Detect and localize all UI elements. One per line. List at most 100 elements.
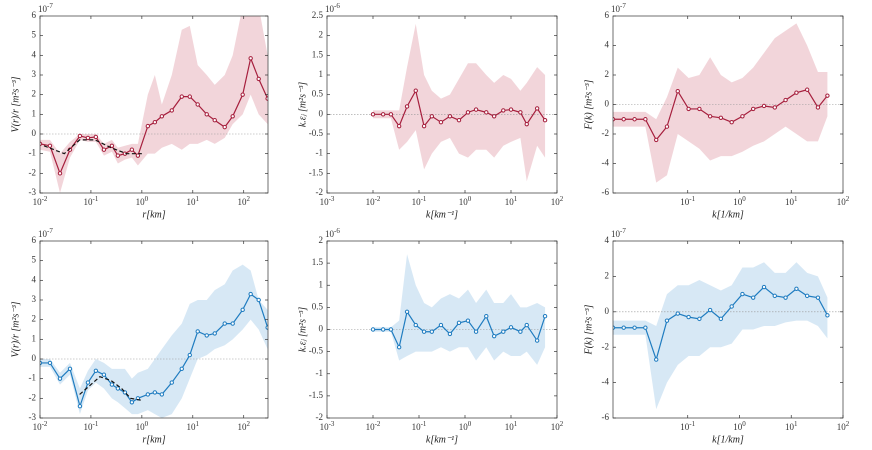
point xyxy=(370,327,376,332)
point xyxy=(93,134,99,140)
point xyxy=(115,386,121,391)
x-tick-label: 102 xyxy=(237,195,250,207)
x-tick-label: 10-2 xyxy=(33,195,48,207)
point xyxy=(179,366,184,372)
point xyxy=(429,329,435,334)
point xyxy=(783,97,788,103)
y-tick-label: 1 xyxy=(32,108,37,118)
x-tick-base: 10 xyxy=(187,197,197,207)
point xyxy=(85,380,91,385)
point xyxy=(370,112,376,117)
point xyxy=(524,121,529,127)
point xyxy=(484,314,489,319)
plot-area xyxy=(40,16,268,193)
scale-exp: -6 xyxy=(334,2,340,10)
scale-label: 10-7 xyxy=(611,227,626,239)
point xyxy=(404,309,410,314)
x-tick-exp: 2 xyxy=(560,420,564,428)
y-axis-label: V(r)/r [m²s⁻³] xyxy=(10,301,21,357)
point xyxy=(697,106,702,112)
y-tick-label: -6 xyxy=(602,187,610,197)
x-tick-base: 10 xyxy=(837,197,847,207)
point xyxy=(465,110,471,115)
y-tick-label: 0 xyxy=(32,353,37,363)
y-tick-label: 4 xyxy=(605,235,610,245)
x-tick-exp: 2 xyxy=(560,195,564,203)
y-tick-label: 5 xyxy=(32,255,37,265)
y-tick-label: -2 xyxy=(316,412,324,422)
x-tick-base: 10 xyxy=(366,197,376,207)
x-tick-label: 10-2 xyxy=(366,195,381,207)
point xyxy=(697,316,702,322)
x-tick-exp: 1 xyxy=(196,195,200,203)
point xyxy=(729,120,734,125)
y-tick-label: 0 xyxy=(319,324,324,334)
point xyxy=(815,105,821,110)
y-axis-label: k.εⱼ [m²s⁻³] xyxy=(297,307,308,352)
point xyxy=(772,105,777,110)
point xyxy=(815,295,821,300)
y-tick-label: 1 xyxy=(32,333,37,343)
point xyxy=(256,297,261,303)
point xyxy=(740,114,745,119)
point xyxy=(473,107,479,112)
point xyxy=(93,368,99,373)
x-tick-base: 10 xyxy=(785,197,795,207)
scale-base: 10 xyxy=(611,229,621,239)
y-tick-label: 4 xyxy=(605,40,610,50)
scale-exp: -7 xyxy=(47,227,53,235)
point xyxy=(718,115,724,120)
y-tick-label: 4 xyxy=(32,274,37,284)
point xyxy=(40,360,43,366)
x-axis-label: k[1/km] xyxy=(712,209,744,220)
point xyxy=(473,329,479,334)
scale-label: 10-7 xyxy=(38,227,53,239)
y-tick-label: 3 xyxy=(32,69,37,79)
plot-area xyxy=(327,23,557,182)
point xyxy=(447,114,453,119)
point xyxy=(518,329,523,334)
x-tick-label: 100 xyxy=(136,420,149,432)
x-tick-exp: 0 xyxy=(468,420,472,428)
x-tick-base: 10 xyxy=(136,197,146,207)
point xyxy=(129,400,135,405)
y-tick-label: 2 xyxy=(319,30,324,40)
x-tick-exp: -1 xyxy=(93,195,99,203)
point xyxy=(508,325,514,330)
y-tick-label: -1 xyxy=(316,368,324,378)
point xyxy=(179,94,184,99)
series-line xyxy=(40,293,268,409)
scale-exp: -7 xyxy=(620,227,626,235)
point xyxy=(707,307,713,313)
y-tick-label: -1 xyxy=(29,373,37,383)
y-tick-label: 0 xyxy=(319,108,324,118)
x-tick-base: 10 xyxy=(136,422,146,432)
point xyxy=(643,325,648,330)
x-tick-base: 10 xyxy=(785,422,795,432)
y-tick-label: 0.5 xyxy=(312,89,324,99)
x-tick-exp: -1 xyxy=(689,420,695,428)
y-tick-label: -1 xyxy=(29,148,37,158)
point xyxy=(396,123,402,129)
scale-base: 10 xyxy=(38,4,48,14)
x-tick-label: 10-2 xyxy=(366,420,381,432)
point xyxy=(491,114,497,119)
x-tick-base: 10 xyxy=(412,422,422,432)
y-tick-label: 0 xyxy=(605,306,610,316)
x-tick-label: 10-1 xyxy=(412,195,427,207)
point xyxy=(438,322,444,328)
point xyxy=(761,103,767,109)
scale-label: 10-6 xyxy=(325,2,340,14)
x-axis-label: r[km] xyxy=(142,209,165,220)
axes-box xyxy=(612,240,844,419)
x-tick-base: 10 xyxy=(412,197,422,207)
x-tick-exp: -2 xyxy=(375,420,381,428)
axes-box xyxy=(326,15,558,194)
y-tick-label: 2.5 xyxy=(312,10,324,20)
y-tick-label: 0.5 xyxy=(312,301,324,311)
point xyxy=(67,366,73,372)
point xyxy=(456,118,462,123)
